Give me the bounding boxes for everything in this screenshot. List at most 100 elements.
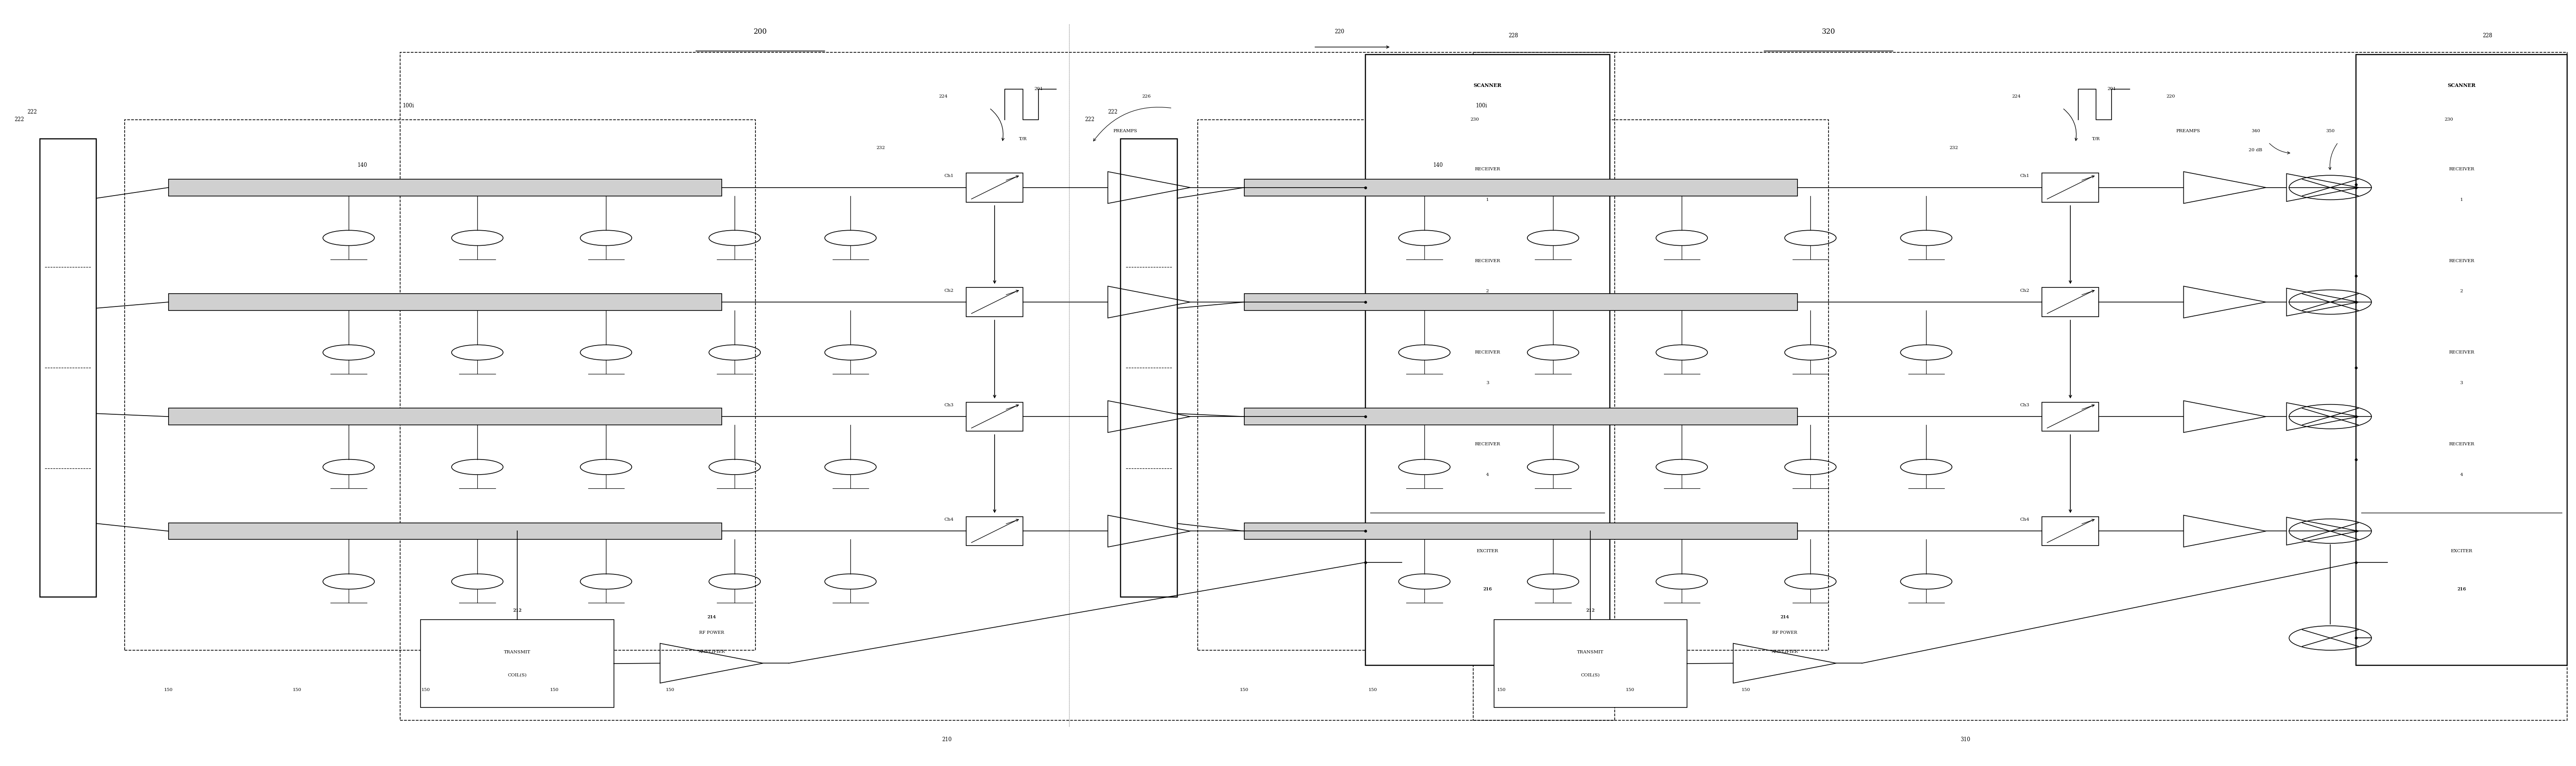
- Bar: [1244, 179, 1798, 196]
- Text: COIL(S): COIL(S): [507, 673, 526, 677]
- Bar: [2357, 54, 2568, 666]
- Text: Ch1: Ch1: [943, 174, 953, 178]
- Text: Ch4: Ch4: [943, 518, 953, 522]
- Text: 100i: 100i: [402, 103, 415, 109]
- Text: 201: 201: [1033, 87, 1043, 91]
- Bar: [124, 119, 755, 650]
- Text: 150: 150: [1625, 688, 1636, 692]
- Text: AMPLIFIER: AMPLIFIER: [1772, 650, 1798, 653]
- Text: 320: 320: [1821, 28, 1834, 35]
- Bar: [1473, 52, 2568, 721]
- Text: 222: 222: [1108, 109, 1118, 115]
- Text: Ch2: Ch2: [2020, 289, 2030, 293]
- Text: 100i: 100i: [1476, 103, 1486, 109]
- Text: PREAMPS: PREAMPS: [1113, 129, 1136, 133]
- Bar: [167, 179, 721, 196]
- Bar: [966, 402, 1023, 431]
- Text: 150: 150: [1497, 688, 1507, 692]
- Text: 212: 212: [513, 608, 520, 613]
- Text: 350: 350: [2326, 129, 2334, 133]
- Text: 150: 150: [165, 688, 173, 692]
- Text: 222: 222: [13, 116, 23, 123]
- Text: T/R: T/R: [1020, 136, 1028, 141]
- Text: RF POWER: RF POWER: [698, 630, 724, 635]
- Text: TRANSMIT: TRANSMIT: [505, 650, 531, 654]
- Text: RF POWER: RF POWER: [1772, 630, 1798, 635]
- Bar: [966, 287, 1023, 316]
- Text: 150: 150: [1239, 688, 1249, 692]
- Bar: [167, 293, 721, 310]
- Text: 216: 216: [1484, 588, 1492, 591]
- Bar: [399, 52, 1615, 721]
- Text: SCANNER: SCANNER: [2447, 83, 2476, 87]
- Text: 214: 214: [1780, 615, 1790, 620]
- Text: RECEIVER: RECEIVER: [1473, 442, 1499, 446]
- Text: 150: 150: [1741, 688, 1752, 692]
- Text: AMPLIFIER: AMPLIFIER: [698, 650, 724, 653]
- Text: 210: 210: [943, 737, 951, 742]
- Text: EXCITER: EXCITER: [1476, 549, 1499, 553]
- Text: 150: 150: [294, 688, 301, 692]
- Text: RECEIVER: RECEIVER: [1473, 351, 1499, 355]
- Text: RECEIVER: RECEIVER: [2450, 167, 2476, 172]
- Text: 212: 212: [1587, 608, 1595, 613]
- Bar: [966, 173, 1023, 202]
- Text: 4: 4: [2460, 473, 2463, 476]
- Bar: [1198, 119, 1829, 650]
- Text: 150: 150: [667, 688, 675, 692]
- Text: 226: 226: [1141, 95, 1151, 99]
- Text: RECEIVER: RECEIVER: [1473, 167, 1499, 172]
- Bar: [966, 516, 1023, 545]
- Text: 2: 2: [1486, 290, 1489, 293]
- Text: 216: 216: [1484, 588, 1492, 591]
- Text: TRANSMIT: TRANSMIT: [1577, 650, 1605, 654]
- Text: Ch4: Ch4: [2020, 518, 2030, 522]
- Text: COIL(S): COIL(S): [1582, 673, 1600, 677]
- Text: 1: 1: [1486, 198, 1489, 201]
- Text: PREAMPS: PREAMPS: [2177, 129, 2200, 133]
- Text: 4: 4: [1486, 473, 1489, 476]
- Bar: [2043, 173, 2099, 202]
- Bar: [1121, 139, 1177, 597]
- Text: 220: 220: [1334, 29, 1345, 34]
- Bar: [39, 139, 95, 597]
- Text: 230: 230: [2445, 118, 2452, 122]
- Text: 212: 212: [513, 608, 520, 613]
- Text: 232: 232: [876, 146, 886, 150]
- Text: 224: 224: [938, 95, 948, 99]
- Text: 230: 230: [1471, 118, 1479, 122]
- Text: 216: 216: [2458, 588, 2465, 591]
- Text: RECEIVER: RECEIVER: [2450, 442, 2476, 446]
- Text: Ch3: Ch3: [2020, 403, 2030, 408]
- Bar: [2043, 516, 2099, 545]
- Text: 232: 232: [1950, 146, 1958, 150]
- Bar: [1244, 522, 1798, 539]
- Bar: [2043, 402, 2099, 431]
- Text: 1: 1: [2460, 198, 2463, 201]
- Text: 228: 228: [2483, 33, 2491, 38]
- Text: RECEIVER: RECEIVER: [2450, 351, 2476, 355]
- Text: Ch3: Ch3: [943, 403, 953, 408]
- Text: 222: 222: [26, 109, 36, 115]
- Text: 201: 201: [2107, 87, 2115, 91]
- Text: T/R: T/R: [2092, 136, 2099, 141]
- Bar: [167, 522, 721, 539]
- Text: 140: 140: [358, 162, 368, 169]
- Text: 222: 222: [1084, 116, 1095, 123]
- Text: 214: 214: [708, 615, 716, 620]
- Text: Ch2: Ch2: [943, 289, 953, 293]
- Text: Ch1: Ch1: [2020, 174, 2030, 178]
- Text: 200: 200: [755, 28, 768, 35]
- Text: 150: 150: [422, 688, 430, 692]
- Text: 150: 150: [551, 688, 559, 692]
- Text: 20 dB: 20 dB: [2249, 148, 2262, 152]
- Text: 3: 3: [2460, 381, 2463, 385]
- Text: 228: 228: [1510, 33, 1517, 38]
- Text: 340: 340: [2251, 129, 2259, 133]
- Text: 2: 2: [2460, 290, 2463, 293]
- Text: 3: 3: [1486, 381, 1489, 385]
- Text: 212: 212: [1587, 608, 1595, 613]
- Text: SCANNER: SCANNER: [1473, 83, 1502, 87]
- Text: EXCITER: EXCITER: [2450, 549, 2473, 553]
- Bar: [1494, 620, 1687, 708]
